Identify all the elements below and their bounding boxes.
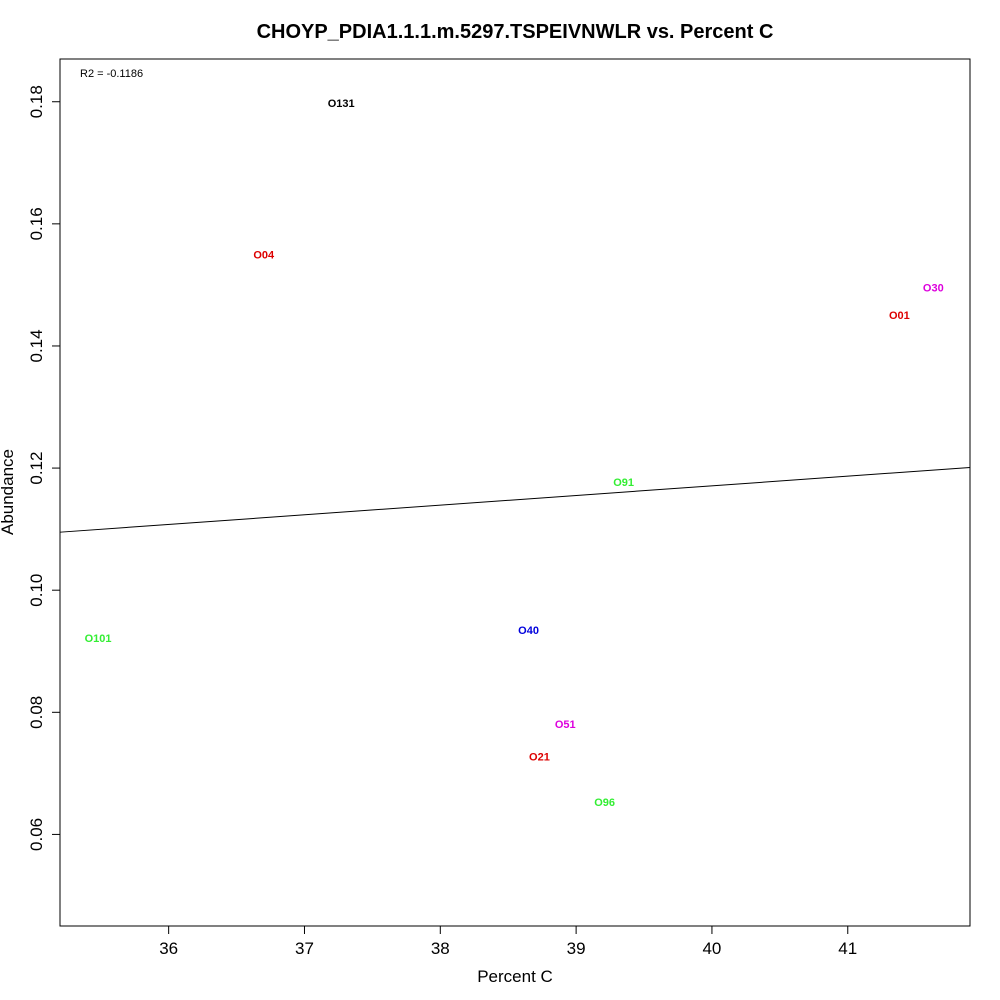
point-label: O131 — [328, 98, 355, 110]
y-tick-label: 0.18 — [27, 85, 46, 118]
x-tick-label: 39 — [567, 939, 586, 958]
y-axis-label: Abundance — [0, 449, 17, 535]
chart-title: CHOYP_PDIA1.1.1.m.5297.TSPEIVNWLR vs. Pe… — [257, 21, 774, 43]
x-axis-label: Percent C — [477, 967, 553, 986]
y-axis: 0.06 0.08 0.10 0.12 0.14 0.16 0.18 — [27, 85, 61, 851]
point-label: O30 — [923, 282, 944, 294]
point-label: O21 — [529, 751, 550, 763]
x-tick-label: 36 — [159, 939, 178, 958]
point-label: O96 — [594, 797, 615, 809]
point-label: O51 — [555, 719, 576, 731]
point-label: O91 — [613, 477, 634, 489]
point-label: O04 — [253, 249, 275, 261]
y-tick-label: 0.12 — [27, 452, 46, 485]
plot-frame — [59, 58, 971, 927]
y-tick-label: 0.06 — [27, 818, 46, 851]
r2-annotation: R2 = -0.1186 — [80, 68, 143, 80]
y-tick-label: 0.10 — [27, 574, 46, 607]
data-points: O131 O04 O30 O01 O91 O101 O40 O51 O21 O96 — [85, 98, 944, 809]
x-tick-label: 41 — [838, 939, 857, 958]
x-tick-label: 38 — [431, 939, 450, 958]
point-label: O40 — [518, 625, 539, 637]
x-tick-label: 40 — [702, 939, 721, 958]
point-label: O101 — [85, 633, 112, 645]
x-tick-label: 37 — [295, 939, 314, 958]
point-label: O01 — [889, 310, 910, 322]
regression-line — [59, 466, 971, 533]
y-tick-label: 0.16 — [27, 207, 46, 240]
regression-line-group — [59, 466, 971, 533]
y-tick-label: 0.14 — [27, 329, 46, 362]
x-axis: 36 37 38 39 40 41 — [159, 925, 857, 958]
y-tick-label: 0.08 — [27, 696, 46, 729]
